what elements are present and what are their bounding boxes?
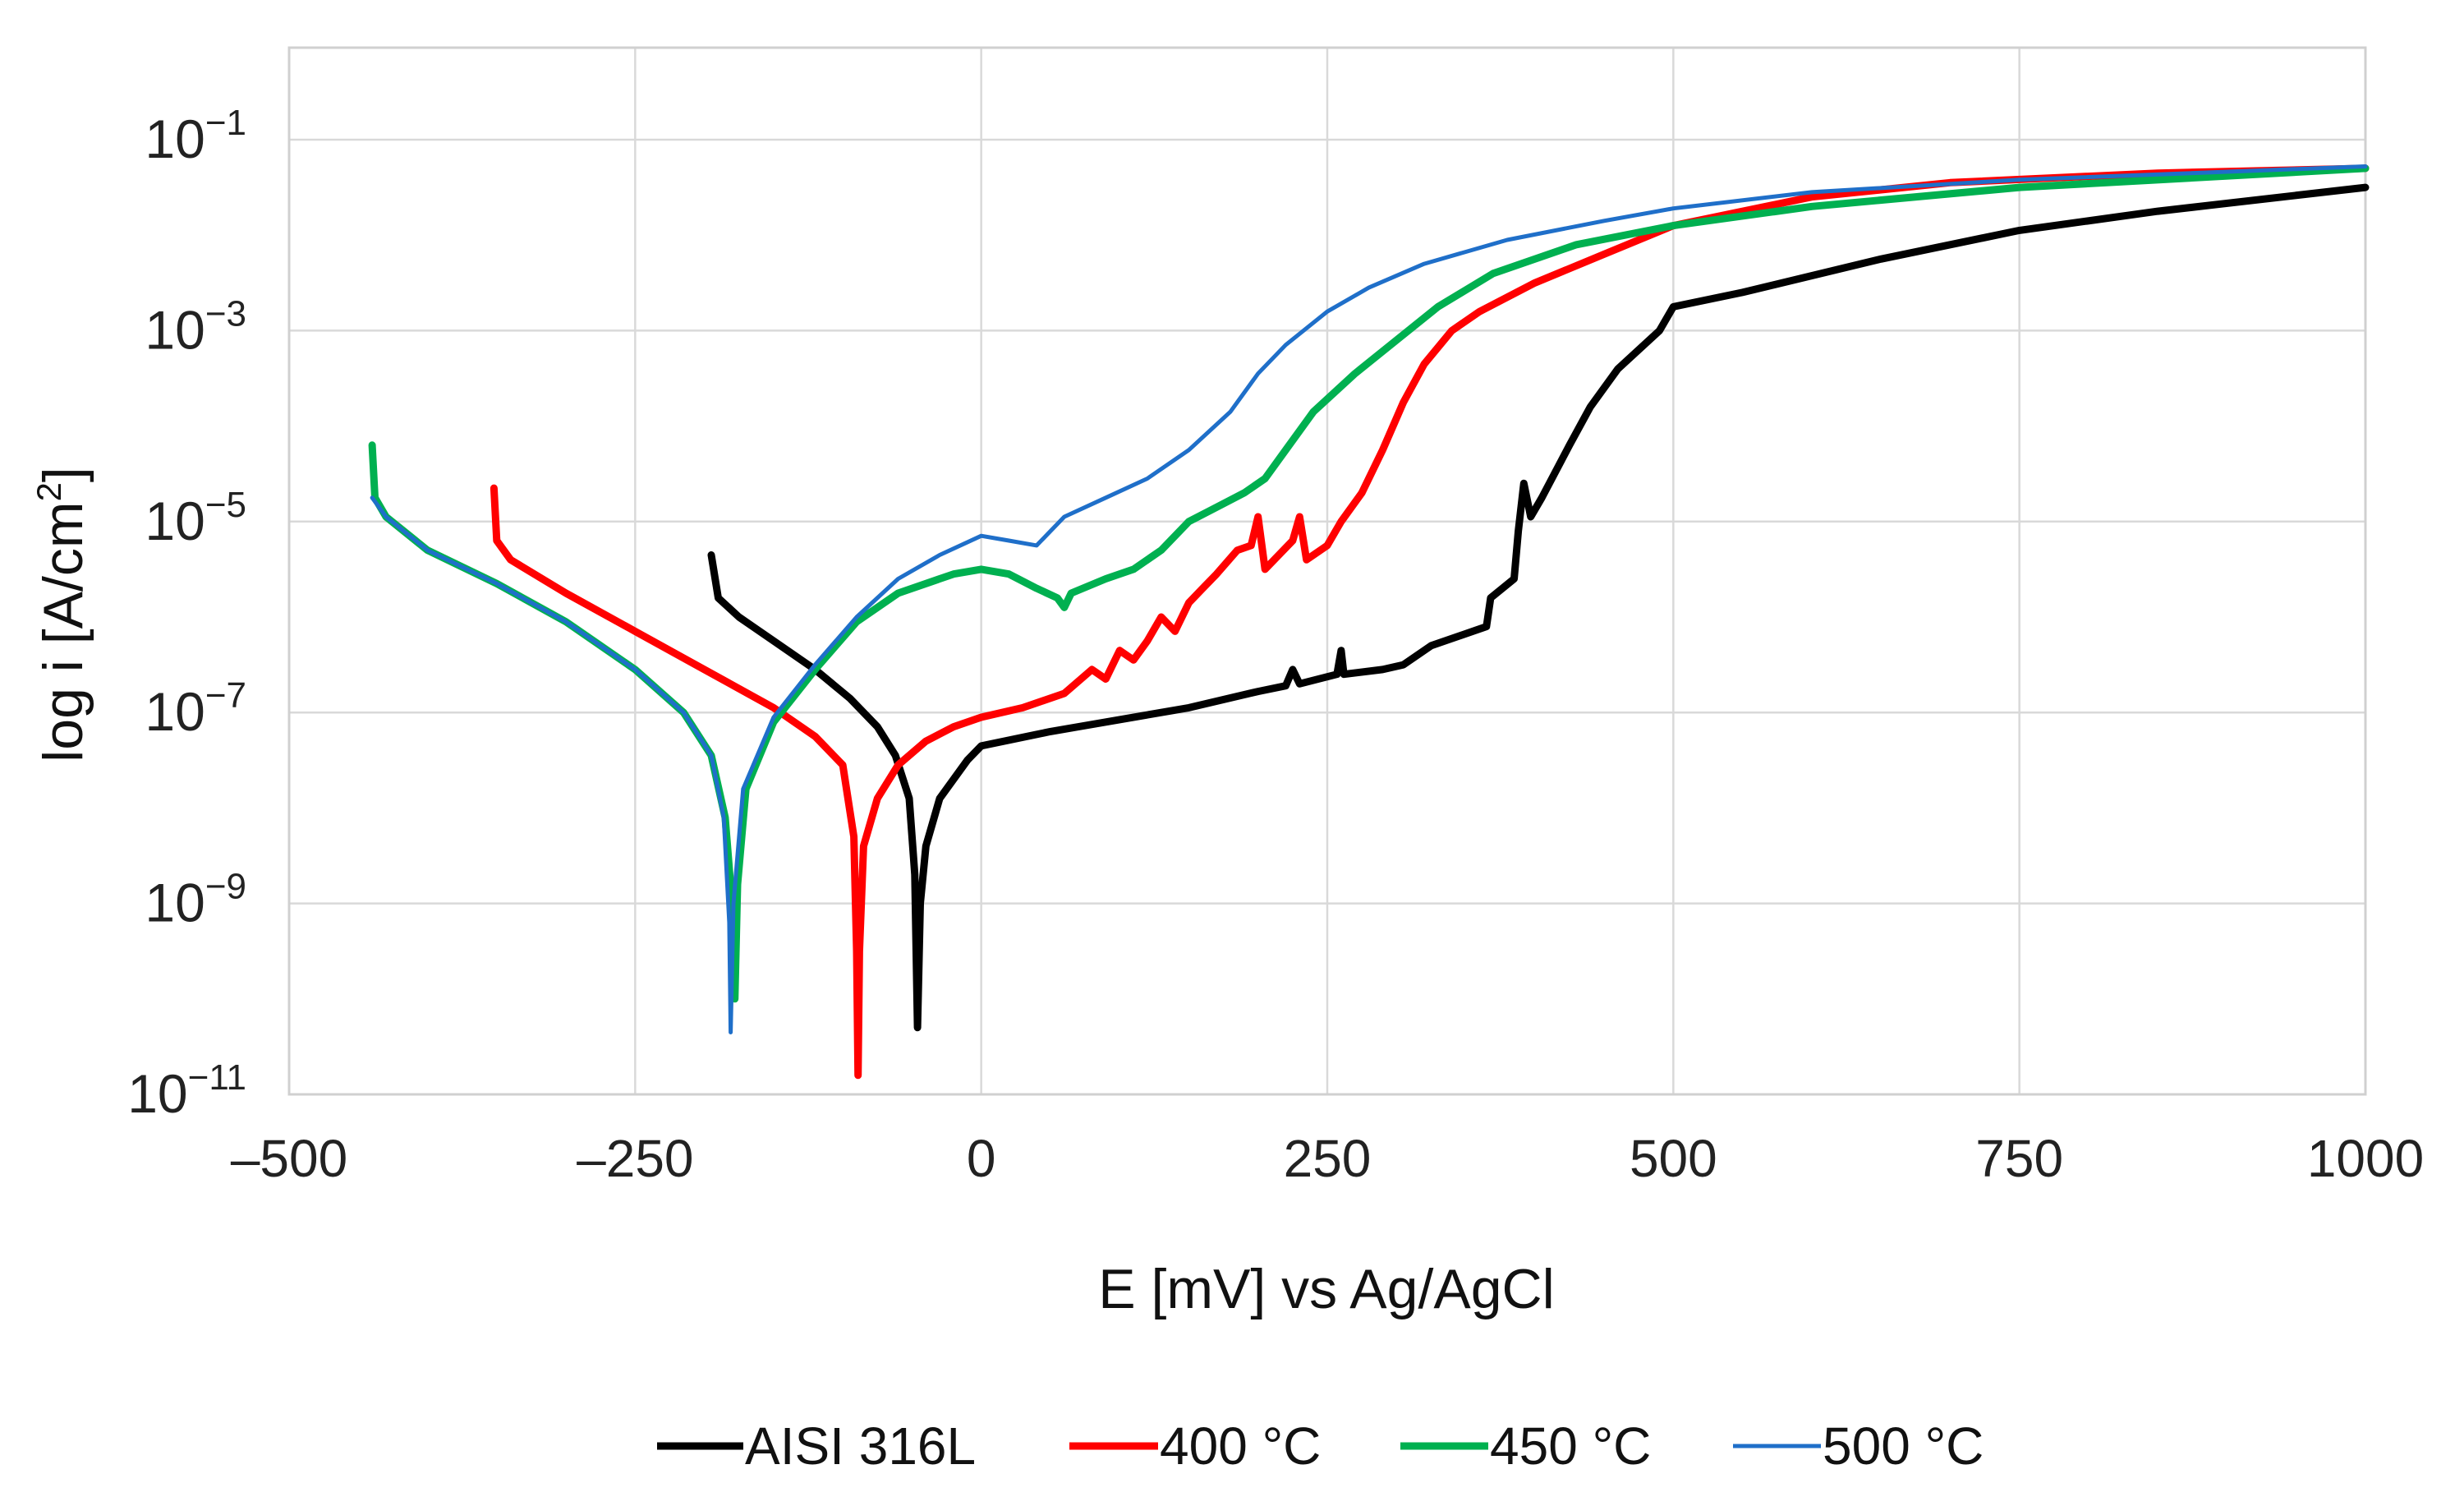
x-tick-label: 250 [1284,1129,1372,1188]
series-line-400-c [490,164,2370,1080]
y-tick-exponent: −9 [205,867,246,907]
series-line-450-c [368,164,2370,1003]
grid [287,48,2367,1096]
legend-label-500c: 500 °C [1823,1416,1984,1476]
x-tick-label: –250 [577,1129,693,1188]
x-tick-label: –500 [231,1129,347,1188]
y-tick-base: 10 [145,490,205,551]
legend-label-aisi-316l: AISI 316L [745,1416,976,1476]
y-axis-title-main: log i [A/cm [32,501,94,762]
plot-area [287,46,2367,1096]
x-tick-label: 1000 [2307,1129,2424,1188]
y-tick-exponent: −5 [205,485,246,525]
legend-item-400c: 400 °C [1069,1416,1321,1476]
y-axis-title: log i [A/cm2] [30,467,94,762]
y-tick-label: 10−7 [145,675,246,742]
x-tick-label: 0 [967,1129,996,1188]
legend: AISI 316L 400 °C 450 °C 500 °C [657,1416,1984,1476]
x-tick-label: 500 [1630,1129,1717,1188]
y-tick-label: 10−5 [145,485,246,551]
y-tick-label: 10−1 [145,103,246,169]
legend-label-400c: 400 °C [1160,1416,1321,1476]
y-tick-base: 10 [127,1063,187,1124]
x-tick-label: 750 [1975,1129,2063,1188]
legend-item-aisi-316l: AISI 316L [657,1416,976,1476]
x-axis-title: E [mV] vs Ag/AgCl [1098,1258,1555,1320]
y-tick-base: 10 [145,299,205,360]
y-tick-base: 10 [145,681,205,742]
y-tick-exponent: −11 [188,1057,246,1098]
legend-item-500c: 500 °C [1733,1416,1984,1476]
legend-item-450c: 450 °C [1400,1416,1651,1476]
y-tick-exponent: −1 [205,103,246,143]
y-tick-label: 10−9 [145,867,246,933]
legend-label-450c: 450 °C [1490,1416,1651,1476]
series-group [368,164,2370,1080]
y-tick-base: 10 [145,108,205,169]
y-tick-exponent: −3 [205,293,246,334]
y-tick-base: 10 [145,873,205,933]
y-tick-label: 10−11 [127,1057,246,1124]
series-line-aisi-316l [707,183,2370,1032]
y-tick-label: 10−3 [145,293,246,360]
x-tick-labels: –500 –250 0 250 500 750 1000 [231,1129,2424,1188]
y-tick-labels: 10−110−310−510−710−910−11 [127,103,246,1124]
y-axis-title-end: ] [32,467,94,482]
series-line-500-c [370,164,2368,1034]
y-tick-exponent: −7 [205,675,246,716]
y-axis-title-sup: 2 [30,482,68,501]
